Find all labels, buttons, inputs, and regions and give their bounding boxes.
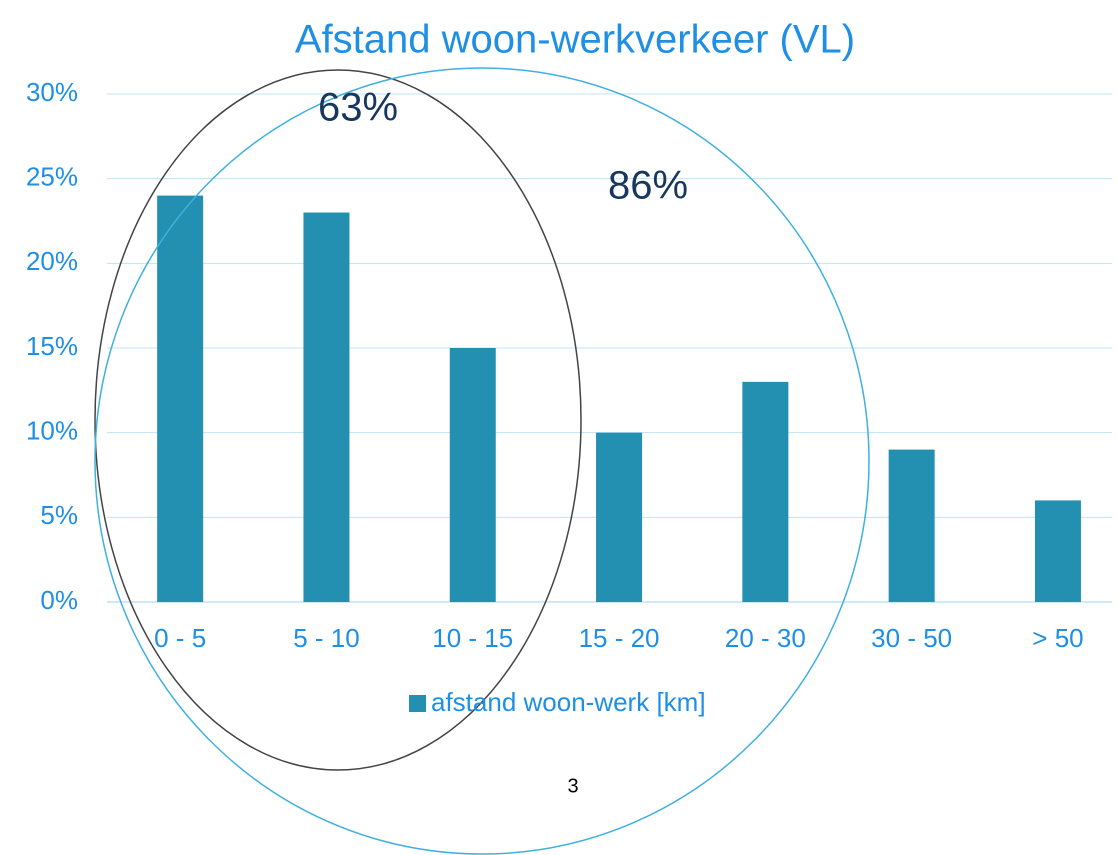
group-ellipse [94, 67, 870, 855]
page-number: 3 [567, 775, 578, 797]
bar [596, 432, 643, 602]
bar [449, 348, 496, 602]
y-tick-label: 15% [26, 331, 78, 361]
x-tick-label: 20 - 30 [725, 623, 806, 653]
y-tick-label: 0% [40, 585, 78, 615]
bars [157, 195, 1081, 603]
x-tick-label: 15 - 20 [579, 623, 660, 653]
chart-title: Afstand woon-werkverkeer (VL) [295, 18, 855, 62]
x-tick-label: 5 - 10 [293, 623, 360, 653]
legend-label: afstand woon-werk [km] [431, 687, 706, 717]
y-tick-label: 30% [26, 77, 78, 107]
bar [303, 212, 350, 603]
bar [157, 195, 204, 602]
y-tick-label: 25% [26, 162, 78, 192]
annotation: 86% [608, 164, 688, 208]
x-tick-label: 10 - 15 [432, 623, 513, 653]
y-tick-label: 10% [26, 416, 78, 446]
y-tick-label: 5% [40, 500, 78, 530]
bar [888, 449, 935, 602]
x-tick-label: > 50 [1032, 623, 1083, 653]
bar [1034, 500, 1081, 602]
group-ellipse [94, 69, 582, 771]
annotation: 63% [318, 86, 398, 130]
x-tick-label: 30 - 50 [871, 623, 952, 653]
y-tick-label: 20% [26, 246, 78, 276]
legend-swatch [409, 695, 426, 712]
bar [742, 381, 789, 602]
x-tick-label: 0 - 5 [154, 623, 206, 653]
